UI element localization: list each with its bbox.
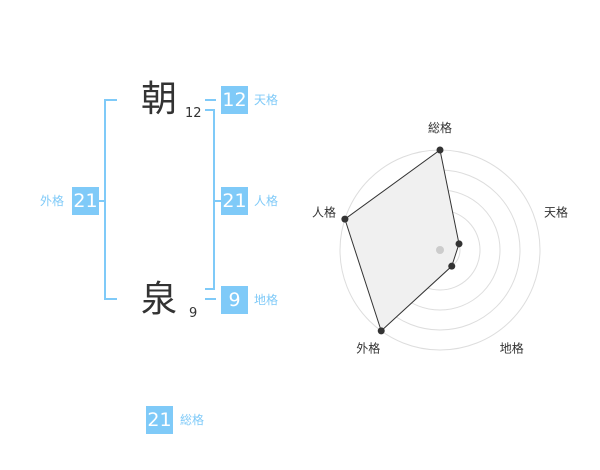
bracket-arm [205,109,215,111]
jinkaku-bracket [213,109,215,290]
radar-point-3 [377,327,385,335]
jinkaku-connector [213,200,221,202]
chikaku-value: 9 [221,286,248,314]
tenkaku-label: 天格 [254,93,279,107]
jinkaku-label: 人格 [254,194,279,208]
jinkaku-value: 21 [221,187,248,215]
tenkaku-connector [205,99,216,101]
chikaku-connector [205,298,216,300]
name-char-2-strokes: 9 [189,306,198,321]
gaikaku-label: 外格 [40,194,65,208]
radar-axis-label: 総格 [428,120,452,135]
radar-point-1 [455,240,463,248]
gaikaku-value: 21 [72,187,99,215]
radar-axis-label: 人格 [312,204,336,219]
tenkaku-value: 12 [221,86,248,114]
radar-center [436,246,444,254]
radar-axis-label: 地格 [500,341,524,356]
soukaku-value: 21 [146,406,173,434]
bracket-arm [104,298,117,300]
name-char-2: 泉 [141,279,178,320]
gaikaku-connector [99,200,105,202]
radar-point-0 [436,146,444,154]
chikaku-label: 地格 [254,293,279,307]
radar-axis-label: 天格 [544,204,568,219]
name-char-1-strokes: 12 [185,106,202,121]
radar-area [344,149,460,332]
bracket-arm [205,288,215,290]
gaikaku-bracket [104,99,106,300]
soukaku-label: 総格 [180,413,205,427]
bracket-arm [104,99,117,101]
name-char-1: 朝 [141,79,178,120]
radar-axis-label: 外格 [356,341,380,356]
radar-point-2 [448,262,456,270]
radar-point-4 [341,215,349,223]
